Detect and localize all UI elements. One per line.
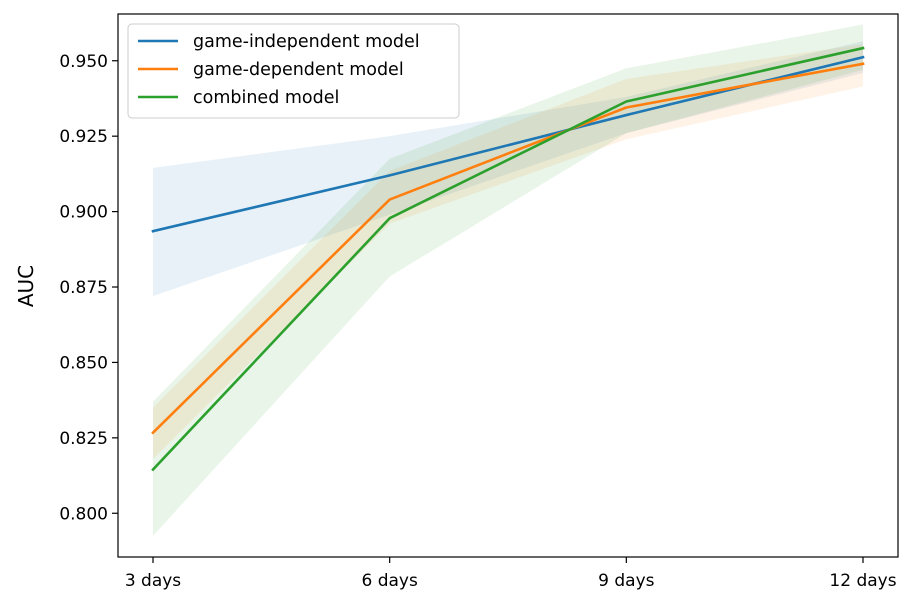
- confidence-band-series-0: [153, 41, 863, 297]
- plot-frame: [117, 13, 899, 558]
- confidence-band-series-1: [153, 44, 863, 459]
- legend-label: game-dependent model: [193, 60, 404, 80]
- y-tick-label: 0.925: [59, 127, 108, 147]
- x-tick-label: 6 days: [361, 571, 417, 591]
- series-lines: [151, 46, 865, 472]
- y-axis-ticks: 0.800 0.825 0.850 0.875 0.900 0.925 0.950: [59, 52, 118, 524]
- legend-box: [127, 23, 460, 119]
- y-tick-label: 0.900: [59, 203, 108, 223]
- x-tick-label: 12 days: [829, 571, 896, 591]
- y-tick-label: 0.850: [59, 353, 108, 373]
- y-tick-label: 0.950: [59, 52, 108, 72]
- legend: game-independent model game-dependent mod…: [127, 23, 460, 119]
- y-tick-label: 0.800: [59, 504, 108, 524]
- series-line-2: [151, 46, 865, 472]
- x-tick-label: 9 days: [598, 571, 654, 591]
- legend-label: combined model: [193, 88, 339, 108]
- legend-label: game-independent model: [193, 32, 420, 52]
- x-axis-ticks: 3 days 6 days 9 days 12 days: [125, 557, 897, 591]
- series-line-1: [151, 62, 865, 435]
- y-tick-label: 0.875: [59, 278, 108, 298]
- y-axis-title: AUC: [14, 265, 38, 307]
- y-tick-label: 0.825: [59, 429, 108, 449]
- x-tick-label: 3 days: [125, 571, 181, 591]
